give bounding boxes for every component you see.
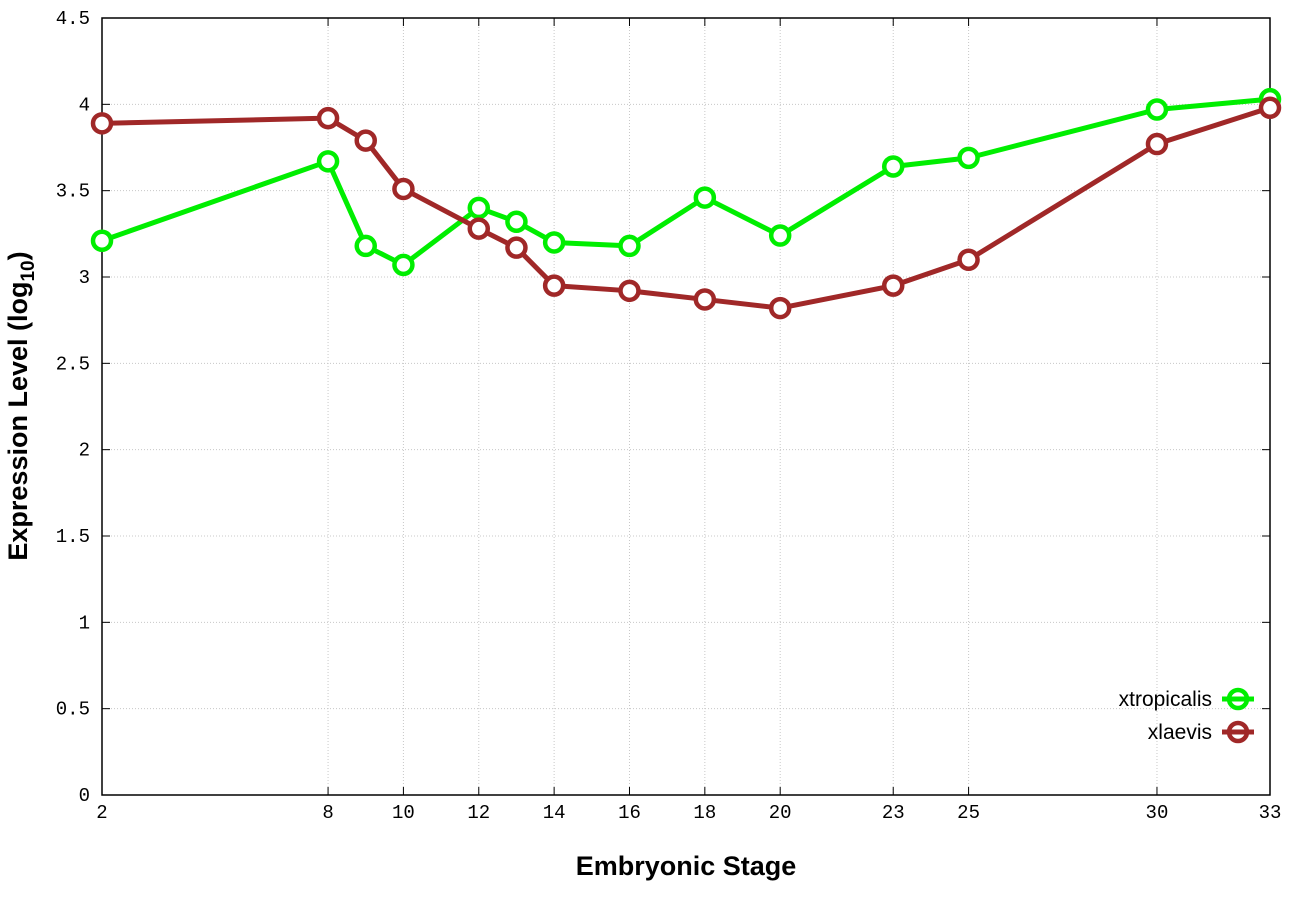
- x-tick-label: 2: [96, 802, 107, 824]
- y-tick-label: 3.5: [56, 181, 90, 203]
- y-tick-label: 0.5: [56, 699, 90, 721]
- data-point-xlaevis: [693, 288, 717, 311]
- data-point-xlaevis: [618, 279, 641, 303]
- data-point-xtropicalis: [693, 186, 717, 209]
- plot-frame: [101, 17, 1271, 796]
- data-point-xtropicalis: [957, 146, 980, 170]
- y-tick-label: 0: [79, 785, 90, 807]
- x-tick-label: 16: [618, 802, 641, 824]
- x-tick-label: 12: [467, 802, 490, 824]
- data-point-xlaevis: [316, 106, 340, 130]
- x-tick-label: 25: [957, 802, 980, 824]
- data-point-xtropicalis: [354, 234, 377, 258]
- data-point-xtropicalis: [768, 224, 792, 247]
- data-point-xlaevis: [467, 217, 491, 240]
- y-axis-label: Expression Level (log10): [3, 251, 39, 560]
- legend-marker-xlaevis: [1226, 720, 1250, 744]
- y-tick-label: 4.5: [56, 8, 90, 30]
- x-tick-label: 10: [392, 802, 415, 824]
- x-tick-label: 8: [322, 802, 333, 824]
- legend: xtropicalis xlaevis: [1119, 687, 1254, 744]
- data-point-xlaevis: [957, 248, 980, 271]
- data-point-xtropicalis: [881, 155, 905, 178]
- data-point-xlaevis: [505, 236, 528, 259]
- data-point-xtropicalis: [1145, 98, 1169, 121]
- series-xlaevis: [90, 96, 1282, 320]
- y-tick-label: 1.5: [56, 526, 90, 548]
- x-tick-label: 23: [882, 802, 905, 824]
- y-axis-label-subscript: 10: [18, 260, 39, 281]
- y-tick-label: 1: [79, 612, 90, 634]
- y-tick-label: 2: [79, 440, 90, 462]
- y-axis-label-main: Expression Level (log: [3, 282, 33, 561]
- y-tick-label: 3: [79, 267, 90, 289]
- data-point-xlaevis: [90, 112, 114, 135]
- legend-marker-xtropicalis: [1226, 687, 1250, 711]
- data-point-xtropicalis: [392, 253, 415, 277]
- grid: [102, 18, 1270, 795]
- x-tick-label: 18: [693, 802, 716, 824]
- data-point-xtropicalis: [316, 150, 340, 173]
- y-tick-label: 4: [79, 94, 90, 116]
- data-point-xlaevis: [354, 129, 377, 152]
- y-axis-label-close: ): [3, 251, 33, 260]
- legend-label-xlaevis: xlaevis: [1148, 721, 1212, 744]
- data-point-xlaevis: [881, 274, 905, 297]
- x-tick-label: 33: [1259, 802, 1282, 824]
- ticks: 0 0.5 1 1.5 2 2.5 3 3.5 4 4.5 2 8 10 12 14 16 18 20 23 25 30…: [56, 8, 1282, 824]
- data-point-xtropicalis: [505, 210, 528, 233]
- data-point-xlaevis: [1145, 132, 1169, 156]
- series-layer: [90, 87, 1282, 320]
- data-point-xlaevis: [392, 177, 415, 201]
- x-tick-label: 30: [1146, 802, 1169, 824]
- data-point-xlaevis: [542, 274, 566, 297]
- x-axis-label: Embryonic Stage: [576, 851, 797, 881]
- data-point-xtropicalis: [618, 234, 641, 258]
- y-tick-label: 2.5: [56, 353, 90, 375]
- data-point-xtropicalis: [467, 196, 491, 220]
- data-point-xtropicalis: [542, 231, 566, 254]
- data-point-xtropicalis: [90, 229, 114, 252]
- x-tick-label: 20: [769, 802, 792, 824]
- legend-label-xtropicalis: xtropicalis: [1119, 688, 1212, 711]
- x-tick-label: 14: [543, 802, 566, 824]
- data-point-xlaevis: [768, 296, 792, 320]
- data-point-xlaevis: [1258, 96, 1282, 120]
